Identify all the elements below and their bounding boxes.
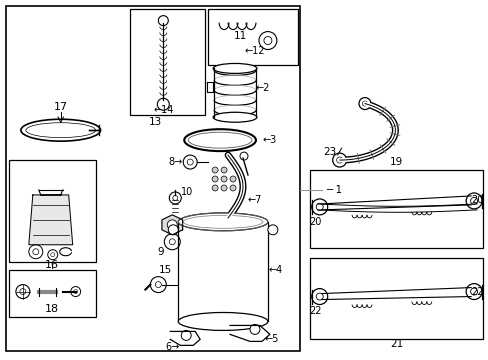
Circle shape (33, 249, 39, 255)
Circle shape (29, 245, 42, 259)
Circle shape (71, 287, 81, 297)
Text: 6→: 6→ (165, 342, 179, 352)
Text: ←12: ←12 (244, 45, 264, 55)
Text: 21: 21 (389, 339, 402, 349)
Circle shape (469, 288, 477, 295)
Circle shape (51, 253, 55, 257)
Text: ←4: ←4 (268, 265, 283, 275)
Text: ─ 1: ─ 1 (325, 185, 341, 195)
Polygon shape (162, 215, 182, 235)
Text: ←7: ←7 (247, 195, 262, 205)
Text: ←5: ←5 (264, 334, 279, 345)
Bar (130, 9, 205, 115)
Circle shape (212, 185, 218, 191)
Circle shape (169, 192, 181, 204)
Circle shape (48, 250, 58, 260)
Circle shape (465, 284, 481, 300)
Ellipse shape (178, 213, 267, 231)
Circle shape (212, 176, 218, 182)
Circle shape (221, 176, 226, 182)
Circle shape (221, 185, 226, 191)
Circle shape (74, 289, 78, 293)
Circle shape (157, 98, 169, 110)
Circle shape (155, 282, 161, 288)
Bar (6, 6, 299, 351)
Circle shape (168, 225, 178, 235)
Circle shape (187, 159, 193, 165)
Circle shape (358, 98, 370, 109)
Text: 17: 17 (54, 102, 68, 112)
Circle shape (264, 37, 271, 45)
Text: 22: 22 (309, 306, 321, 316)
Circle shape (259, 32, 276, 50)
Circle shape (240, 152, 247, 160)
Circle shape (181, 330, 191, 340)
Circle shape (150, 276, 166, 293)
Bar (208, 9, 297, 66)
Text: 20: 20 (309, 217, 321, 227)
Circle shape (158, 15, 168, 26)
Ellipse shape (178, 312, 267, 330)
Text: 10: 10 (181, 187, 193, 197)
Bar (178, 222, 267, 321)
Bar (9, 270, 95, 318)
Circle shape (249, 324, 260, 334)
Circle shape (229, 176, 236, 182)
Text: 9: 9 (157, 247, 163, 257)
Ellipse shape (213, 63, 256, 73)
Text: 22: 22 (470, 287, 482, 297)
Text: ←3: ←3 (262, 135, 277, 145)
Circle shape (362, 101, 366, 106)
Bar (309, 258, 482, 339)
Text: 20: 20 (470, 195, 482, 205)
Text: 23: 23 (323, 147, 336, 157)
Circle shape (465, 193, 481, 209)
Circle shape (169, 239, 175, 245)
Bar (9, 160, 95, 262)
Bar (309, 170, 482, 248)
Text: 18: 18 (44, 305, 59, 315)
Circle shape (16, 285, 30, 298)
Circle shape (183, 155, 197, 169)
Circle shape (316, 293, 323, 300)
Circle shape (469, 197, 477, 204)
Circle shape (267, 225, 277, 235)
Text: 15: 15 (159, 265, 172, 275)
Circle shape (316, 203, 323, 210)
Circle shape (311, 199, 327, 215)
Circle shape (336, 157, 342, 163)
Text: 11: 11 (233, 31, 246, 41)
Text: 8→: 8→ (168, 157, 182, 167)
Ellipse shape (213, 112, 256, 122)
Text: 13: 13 (148, 117, 162, 127)
Circle shape (332, 153, 346, 167)
Circle shape (229, 185, 236, 191)
Text: 16: 16 (45, 260, 59, 270)
Circle shape (20, 289, 26, 294)
Circle shape (311, 289, 327, 305)
Text: ←14: ←14 (153, 105, 173, 115)
Circle shape (221, 167, 226, 173)
Text: 19: 19 (389, 157, 402, 167)
Circle shape (212, 167, 218, 173)
Circle shape (164, 234, 180, 250)
Circle shape (167, 220, 177, 230)
Circle shape (172, 195, 178, 201)
Polygon shape (29, 195, 73, 245)
Text: ←2: ←2 (255, 84, 269, 93)
